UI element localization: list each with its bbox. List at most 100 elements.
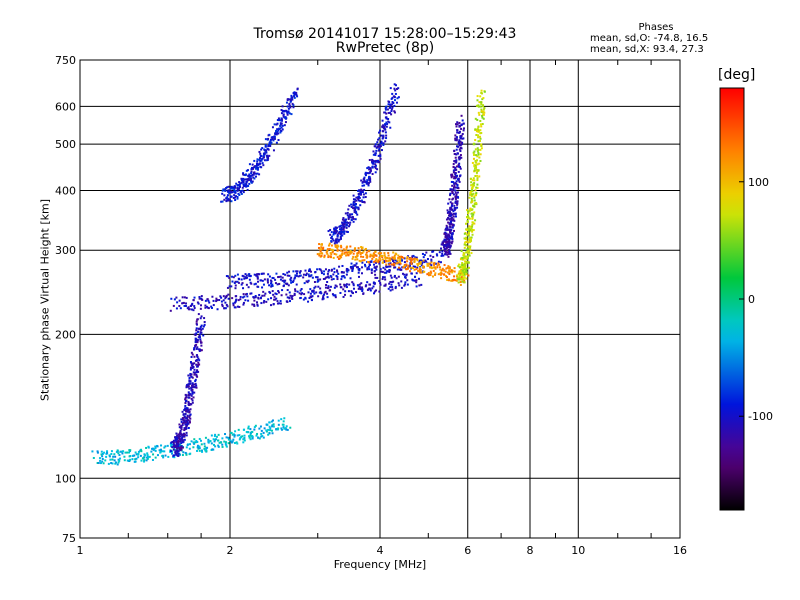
data-point bbox=[476, 95, 479, 98]
data-point bbox=[159, 448, 162, 451]
data-point bbox=[477, 169, 480, 172]
data-point bbox=[406, 266, 409, 269]
data-point bbox=[458, 157, 461, 160]
data-point bbox=[299, 274, 302, 277]
data-point bbox=[397, 282, 400, 285]
data-point bbox=[245, 185, 248, 188]
data-point bbox=[185, 453, 188, 456]
data-point bbox=[387, 259, 390, 262]
data-point bbox=[436, 266, 439, 269]
data-point bbox=[308, 297, 311, 300]
data-point bbox=[131, 458, 134, 461]
data-point bbox=[197, 446, 200, 449]
data-point bbox=[115, 461, 118, 464]
data-point bbox=[454, 197, 457, 200]
data-point bbox=[363, 180, 366, 183]
data-point bbox=[456, 206, 459, 209]
data-point bbox=[479, 119, 482, 122]
data-point bbox=[276, 302, 279, 305]
data-point bbox=[200, 297, 203, 300]
data-point bbox=[191, 367, 194, 370]
data-point bbox=[475, 203, 478, 206]
data-point bbox=[289, 278, 292, 281]
data-point bbox=[368, 268, 371, 271]
data-point bbox=[439, 268, 442, 271]
data-point bbox=[468, 254, 471, 257]
data-point bbox=[121, 452, 124, 455]
data-point bbox=[176, 436, 179, 439]
data-point bbox=[384, 131, 387, 134]
data-point bbox=[447, 221, 450, 224]
data-point bbox=[471, 179, 474, 182]
data-point bbox=[233, 190, 236, 193]
data-point bbox=[456, 152, 459, 155]
data-point bbox=[461, 133, 464, 136]
data-point bbox=[454, 177, 457, 180]
data-point bbox=[336, 256, 339, 259]
data-point bbox=[335, 253, 338, 256]
data-point bbox=[353, 248, 356, 251]
data-point bbox=[203, 317, 206, 320]
data-point bbox=[343, 285, 346, 288]
data-point bbox=[196, 341, 199, 344]
data-point bbox=[199, 317, 202, 320]
data-point bbox=[455, 159, 458, 162]
data-point bbox=[332, 273, 335, 276]
data-point bbox=[199, 327, 202, 330]
data-point bbox=[340, 234, 343, 237]
data-point bbox=[348, 223, 351, 226]
data-point bbox=[221, 192, 224, 195]
data-point bbox=[377, 144, 380, 147]
data-point bbox=[342, 224, 345, 227]
data-point bbox=[462, 122, 465, 125]
data-point bbox=[384, 284, 387, 287]
data-point bbox=[259, 152, 262, 155]
data-point bbox=[185, 424, 188, 427]
data-point bbox=[172, 446, 175, 449]
data-point bbox=[456, 274, 459, 277]
data-point bbox=[99, 459, 102, 462]
data-point bbox=[373, 253, 376, 256]
data-point bbox=[457, 281, 460, 284]
data-point bbox=[470, 184, 473, 187]
data-point bbox=[418, 268, 421, 271]
data-point bbox=[267, 428, 270, 431]
data-point bbox=[221, 200, 224, 203]
data-point bbox=[465, 222, 468, 225]
data-point bbox=[244, 173, 247, 176]
data-point bbox=[244, 178, 247, 181]
data-point bbox=[427, 264, 430, 267]
data-point bbox=[358, 189, 361, 192]
data-point bbox=[175, 442, 178, 445]
data-point bbox=[476, 179, 479, 182]
data-point bbox=[350, 290, 353, 293]
data-point bbox=[368, 178, 371, 181]
data-point bbox=[333, 252, 336, 255]
data-point bbox=[307, 291, 310, 294]
data-point bbox=[205, 448, 208, 451]
data-point bbox=[122, 450, 125, 453]
data-point bbox=[249, 438, 252, 441]
data-point bbox=[373, 160, 376, 163]
data-point bbox=[463, 271, 466, 274]
data-point bbox=[143, 453, 146, 456]
data-point bbox=[398, 255, 401, 258]
data-point bbox=[332, 249, 335, 252]
data-point bbox=[114, 455, 117, 458]
data-point bbox=[340, 230, 343, 233]
data-point bbox=[471, 186, 474, 189]
data-point bbox=[449, 215, 452, 218]
data-point bbox=[329, 289, 332, 292]
data-point bbox=[438, 263, 441, 266]
data-point bbox=[472, 229, 475, 232]
data-point bbox=[177, 433, 180, 436]
data-point bbox=[219, 295, 222, 298]
data-point bbox=[225, 444, 228, 447]
data-point bbox=[190, 375, 193, 378]
data-point bbox=[302, 298, 305, 301]
data-point bbox=[352, 292, 355, 295]
data-point bbox=[432, 262, 435, 265]
data-point bbox=[441, 250, 444, 253]
data-point bbox=[199, 304, 202, 307]
data-point bbox=[223, 440, 226, 443]
